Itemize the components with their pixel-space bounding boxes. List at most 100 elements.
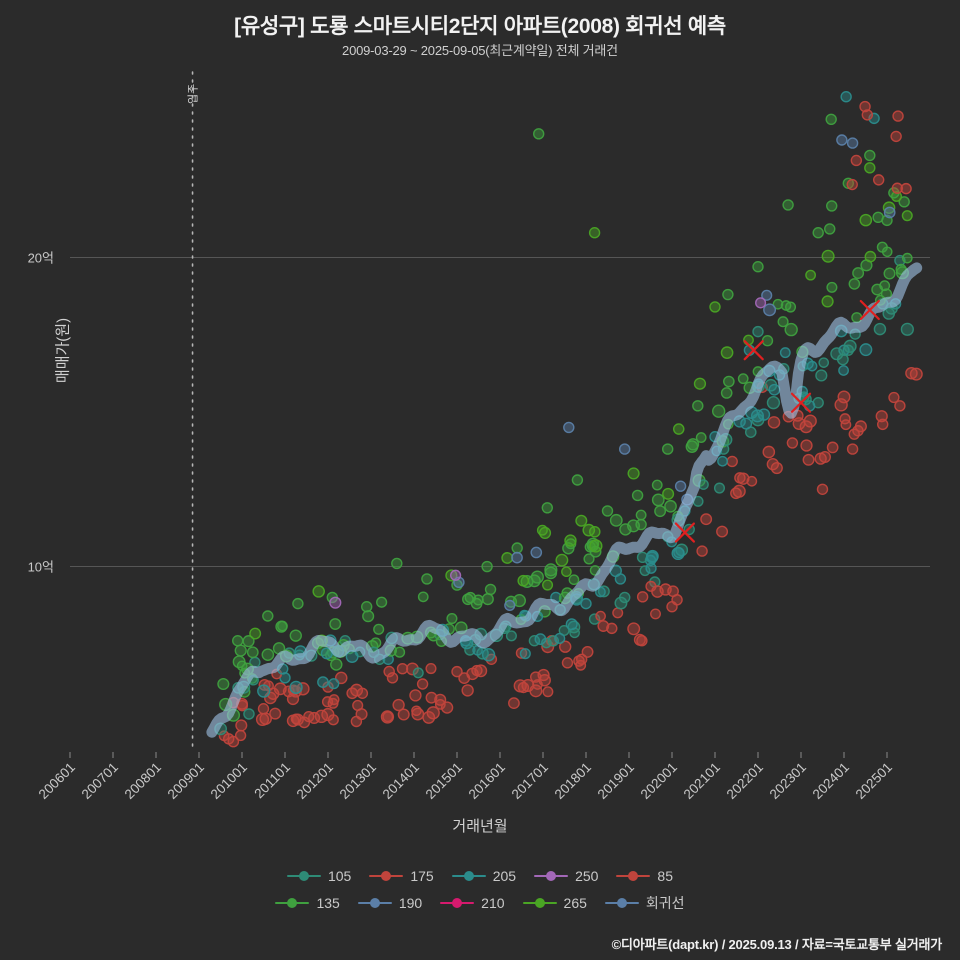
scatter-point [894, 400, 906, 412]
scatter-point [541, 637, 552, 649]
scatter-point [850, 154, 863, 167]
scatter-point [686, 438, 700, 451]
scatter-point [289, 680, 303, 694]
scatter-point [766, 458, 779, 471]
scatter-point [696, 545, 708, 557]
legend-item-85[interactable]: 85 [616, 868, 673, 884]
scatter-point [512, 594, 526, 608]
scatter-point [812, 227, 824, 239]
scatter-point [755, 297, 767, 309]
scatter-point [361, 601, 373, 613]
scatter-point [411, 707, 425, 721]
scatter-point [386, 672, 399, 684]
scatter-point [768, 383, 781, 396]
scatter-point [242, 635, 255, 648]
scatter-point [362, 610, 375, 623]
scatter-point [376, 596, 388, 608]
scatter-point [481, 560, 493, 573]
x-tick-label: 201101 [251, 760, 293, 802]
scatter-point [257, 684, 271, 698]
legend-item-105[interactable]: 105 [286, 868, 351, 884]
x-tick-label: 201201 [294, 760, 336, 802]
scatter-point [217, 677, 230, 691]
scatter-point [713, 482, 725, 494]
scatter-point [872, 211, 884, 224]
scatter-point [636, 591, 649, 603]
scatter-point [767, 416, 781, 429]
scatter-point [440, 701, 454, 714]
scatter-point [446, 612, 458, 625]
x-tick-label: 200801 [122, 760, 164, 802]
cancelled-marker-icon [674, 522, 696, 543]
legend-item-250[interactable]: 250 [534, 868, 598, 884]
scatter-point [581, 645, 594, 658]
legend-item-회귀선[interactable]: 회귀선 [604, 893, 685, 913]
scatter-point [631, 489, 644, 502]
scatter-point [461, 684, 474, 697]
scatter-point [595, 586, 606, 598]
x-tick-label: 201001 [208, 760, 250, 802]
scatter-point [873, 322, 887, 336]
scatter-point [734, 472, 746, 484]
scatter-point [772, 298, 784, 310]
scatter-point [588, 227, 601, 239]
legend-swatch-icon [616, 869, 651, 883]
scatter-point [766, 396, 781, 410]
scatter-point [542, 686, 554, 698]
scatter-point [534, 633, 547, 645]
scatter-point [743, 334, 754, 346]
scatter-point [861, 109, 874, 121]
scatter-point [843, 339, 857, 353]
scatter-point [635, 509, 647, 521]
scatter-point [700, 513, 713, 526]
scatter-point [609, 513, 623, 527]
scatter-point [674, 480, 687, 492]
scatter-point [639, 565, 651, 577]
scatter-point [875, 410, 888, 423]
legend-item-135[interactable]: 135 [275, 894, 340, 911]
legend-label: 135 [316, 894, 340, 911]
scatter-point [717, 455, 728, 467]
legend-swatch-icon [440, 896, 475, 910]
scatter-point [597, 585, 610, 598]
legend-label: 265 [563, 894, 587, 911]
scatter-point [257, 703, 270, 715]
scatter-point [262, 610, 274, 622]
scatter-point [709, 301, 721, 313]
scatter-point [292, 597, 304, 610]
scatter-point [286, 692, 300, 706]
scatter-point [530, 546, 543, 559]
legend-swatch-icon [451, 869, 486, 883]
legend-item-265[interactable]: 265 [522, 894, 587, 911]
legend-item-210[interactable]: 210 [440, 895, 505, 911]
scatter-point [815, 369, 828, 382]
scatter-point [645, 562, 657, 574]
x-tick-label: 202301 [767, 760, 809, 802]
scatter-point [763, 303, 777, 317]
scatter-point [266, 687, 280, 700]
move-in-label: 입주 [187, 84, 200, 104]
scatter-point [563, 421, 575, 434]
footer-credit: ©디아파트(dapt.kr) / 2025.09.13 / 자료=국토교통부 실… [611, 937, 943, 952]
scatter-point [627, 622, 641, 636]
scatter-point [836, 353, 849, 366]
scatter-point [320, 647, 333, 660]
legend-item-175[interactable]: 175 [369, 868, 434, 884]
scatter-point [730, 487, 742, 500]
legend-item-190[interactable]: 190 [357, 895, 422, 911]
scatter-point [720, 387, 733, 399]
legend-item-205[interactable]: 205 [451, 868, 516, 884]
y-tick-label: 20억 [28, 250, 54, 265]
gridlines [70, 256, 930, 568]
scatter-point [905, 366, 918, 380]
scatter-point [511, 542, 523, 554]
scatter-point [559, 640, 572, 653]
legend-row-1: 105 175 205 250 85 [0, 862, 960, 889]
scatter-point [470, 597, 483, 610]
scatter-point [243, 708, 255, 720]
scatter-point [805, 269, 817, 281]
scatter-point [837, 390, 851, 404]
x-tick-label: 202201 [724, 760, 766, 802]
scatter-point [891, 182, 904, 194]
